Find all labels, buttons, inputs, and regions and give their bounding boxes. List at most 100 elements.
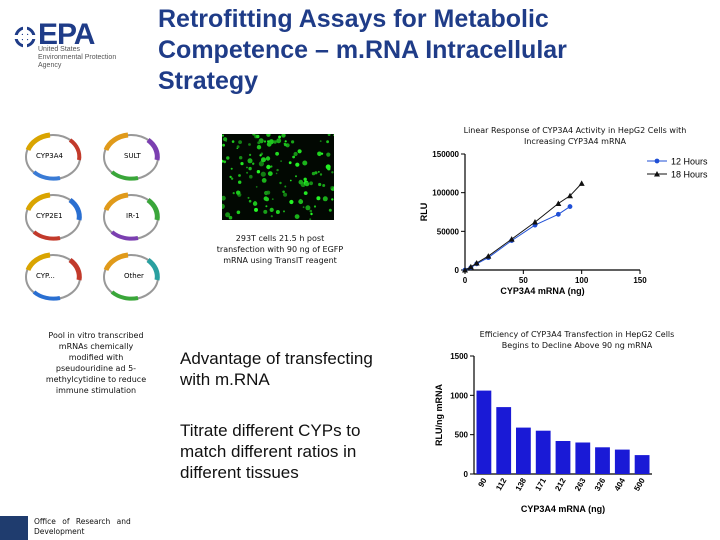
cell-spot <box>270 215 273 218</box>
cell-spot <box>284 143 287 147</box>
cell-spot <box>319 173 323 176</box>
micrograph-caption-line-2: transfection with 90 ng of EGFP <box>216 245 344 254</box>
epa-wordmark: EPA <box>38 18 95 51</box>
cell-spot <box>220 159 224 163</box>
cell-spot <box>302 160 308 166</box>
line-chart-title-line-1: Linear Response of CYP3A4 Activity in He… <box>463 126 687 135</box>
cell-spot <box>304 181 310 187</box>
cell-spot <box>295 175 297 178</box>
cell-spot <box>238 140 242 144</box>
plasmid-map-6: Other <box>98 250 164 304</box>
x-tick-label: 326 <box>593 476 608 493</box>
logo-line-2: Environmental Protection <box>38 54 117 61</box>
cell-spot <box>219 203 225 209</box>
bullet-2-line-3: different tissues <box>180 463 299 482</box>
cell-spot <box>294 214 300 219</box>
plasmid-ring-icon <box>25 192 82 241</box>
slide-title: Retrofitting Assays for Metabolic Compet… <box>158 4 698 97</box>
plasmid-map-4: IR-1 <box>98 190 164 244</box>
cell-spot <box>261 178 267 183</box>
cell-spot <box>263 196 268 201</box>
data-point <box>567 192 573 199</box>
cell-spot <box>297 149 302 154</box>
title-line-2: Competence – m.RNA Intracellular <box>158 36 567 64</box>
cell-spot <box>265 156 271 161</box>
x-tick-label: 500 <box>632 476 647 493</box>
cell-spot <box>223 160 227 164</box>
bullet-2-line-1: Titrate different CYPs to <box>180 421 361 440</box>
data-point <box>473 260 480 266</box>
cell-spot <box>298 199 304 205</box>
cell-spot <box>288 161 292 165</box>
y-tick-label: 150000 <box>432 150 459 159</box>
y-tick-label: 50000 <box>437 227 460 236</box>
cell-spot <box>226 156 230 160</box>
cell-spot <box>248 143 251 146</box>
cell-spot <box>309 218 312 221</box>
plasmid-map-2: SULT <box>98 130 164 184</box>
cell-spot <box>256 145 262 150</box>
cell-spot <box>222 143 225 147</box>
pool-caption-line-6: immune stimulation <box>55 386 137 395</box>
pool-caption-line-4: pseudouridine ad 5- <box>55 364 137 373</box>
x-tick-label: 100 <box>575 276 589 285</box>
pool-caption-line-5: methylcytidine to reduce <box>45 375 147 384</box>
x-tick-label: 0 <box>463 276 468 285</box>
cell-spot <box>333 134 335 136</box>
cell-spot <box>327 167 331 171</box>
bullet-2-line-2: match different ratios in <box>180 442 357 461</box>
cell-spot <box>276 168 279 172</box>
y-tick-label: 1000 <box>450 391 468 400</box>
cell-spot <box>279 181 282 185</box>
cell-spot <box>264 190 269 196</box>
cell-spot <box>284 185 287 188</box>
bar-chart-title: Efficiency of CYP3A4 Transfection in Hep… <box>452 329 702 351</box>
cell-spot <box>239 156 243 160</box>
y-tick-label: 0 <box>455 266 460 275</box>
x-tick-label: 90 <box>476 476 489 489</box>
cell-spot <box>263 140 267 143</box>
data-point <box>555 200 562 206</box>
cell-spot <box>281 133 286 138</box>
cell-spot <box>267 171 273 176</box>
y-tick-label: 100000 <box>432 189 459 198</box>
data-point <box>508 236 515 242</box>
cell-spot <box>236 210 241 215</box>
y-tick-label: 0 <box>464 470 469 479</box>
cell-spot <box>331 171 334 174</box>
series-line <box>464 183 583 271</box>
cell-spot <box>261 157 266 163</box>
plasmid-label: IR-1 <box>126 212 140 220</box>
data-point <box>532 219 538 225</box>
data-point <box>485 253 492 259</box>
cell-spot <box>322 184 326 187</box>
pool-caption-line-3: modified with <box>68 353 124 362</box>
cell-spot <box>303 191 308 195</box>
bar <box>575 442 591 474</box>
bar-chart: 0 500 1000 1500 90 112 138 171 212 263 326 404 500 CY… <box>434 352 652 514</box>
bullet-1-line-1: Advantage of transfecting <box>180 349 373 368</box>
cell-spot <box>319 140 322 142</box>
cell-spot <box>238 180 242 184</box>
footer-text: Office of Research and Development <box>34 517 164 537</box>
bar <box>476 390 492 474</box>
plasmid-map-5: CYP... <box>20 250 86 304</box>
legend-label: 18 Hours <box>671 170 708 180</box>
footer-line-1: Office of Research and <box>34 517 131 526</box>
data-point <box>467 263 474 270</box>
cell-spot <box>310 212 313 216</box>
cell-spot <box>252 132 256 136</box>
cell-spot <box>317 170 320 173</box>
cell-spot <box>309 181 313 186</box>
cell-spot <box>299 198 302 201</box>
cell-spot <box>321 152 324 155</box>
cell-spot <box>331 198 334 201</box>
plasmid-ring-icon <box>25 132 82 181</box>
cell-spot <box>266 164 271 170</box>
cell-spot <box>266 132 271 137</box>
cell-spot <box>221 195 226 201</box>
cell-spot <box>236 145 240 149</box>
bar <box>516 427 531 474</box>
bullet-advantage: Advantage of transfecting with m.RNA <box>180 348 420 390</box>
line-chart: 0 50000 100000 150000 0 50 100 150 CYP3A4 mRNA (… <box>419 150 708 296</box>
